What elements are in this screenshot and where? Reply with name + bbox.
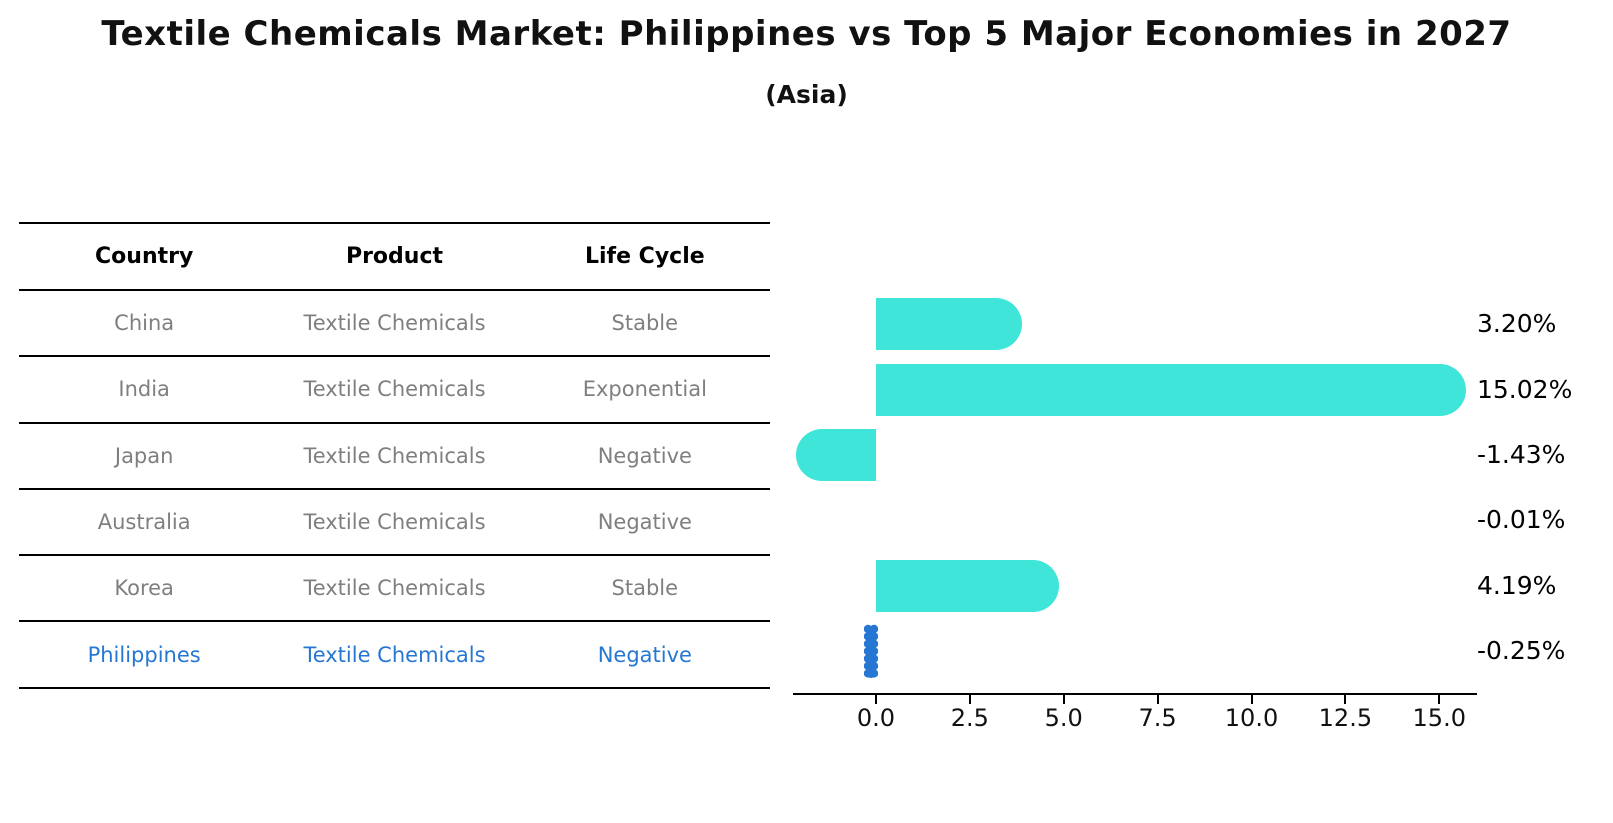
value-label-japan: -1.43% bbox=[1477, 440, 1566, 469]
chart-title: Textile Chemicals Market: Philippines vs… bbox=[101, 14, 1512, 54]
bar-china bbox=[876, 298, 1023, 350]
value-label-india: 15.02% bbox=[1477, 375, 1573, 404]
table-cell-life-cycle: Negative bbox=[597, 510, 692, 535]
table-row-japan: Japan Textile Chemicals Negative bbox=[19, 424, 770, 490]
table-cell-product: Textile Chemicals bbox=[303, 311, 486, 336]
table-cell-product: Textile Chemicals bbox=[303, 510, 486, 535]
table-cell-product: Textile Chemicals bbox=[303, 642, 486, 667]
table-cell-life-cycle: Stable bbox=[611, 576, 679, 601]
x-axis-tick bbox=[1250, 695, 1253, 704]
table-cell-life-cycle: Negative bbox=[597, 642, 692, 667]
table-cell-life-cycle: Exponential bbox=[582, 377, 707, 402]
x-axis-line bbox=[793, 693, 1477, 695]
table-header-lifecycle: Life Cycle bbox=[584, 244, 705, 269]
value-label-china: 3.20% bbox=[1477, 309, 1557, 338]
chart-subtitle: (Asia) bbox=[765, 80, 848, 109]
table-cell-country: China bbox=[114, 311, 175, 336]
x-axis-tick bbox=[875, 695, 877, 704]
table-cell-life-cycle: Stable bbox=[611, 311, 679, 336]
x-axis-tick-label: 5.0 bbox=[1044, 704, 1083, 732]
x-axis-tick-label: 12.5 bbox=[1318, 704, 1373, 732]
x-axis-tick-label: 15.0 bbox=[1412, 704, 1466, 732]
bar-japan bbox=[796, 429, 876, 481]
table-body: China Textile Chemicals Stable India Textile… bbox=[19, 291, 770, 689]
table-cell-country: Philippines bbox=[87, 642, 201, 667]
table-cell-product: Textile Chemicals bbox=[303, 443, 486, 468]
value-label-australia: -0.01% bbox=[1477, 505, 1566, 534]
bar-chart-plot-area: 0.0 2.5 5.0 7.5 10.0 12.5 15.0 bbox=[790, 280, 1530, 760]
x-axis-tick bbox=[1438, 695, 1441, 704]
table-row-india: India Textile Chemicals Exponential bbox=[19, 357, 770, 424]
table-header-product: Product bbox=[345, 244, 444, 269]
table-cell-country: Australia bbox=[97, 510, 191, 535]
country-table: Country Product Life Cycle China Textile … bbox=[19, 222, 770, 689]
x-axis-tick-label: 0.0 bbox=[856, 704, 896, 732]
value-label-korea: 4.19% bbox=[1477, 571, 1557, 600]
table-row-china: China Textile Chemicals Stable bbox=[19, 291, 770, 358]
x-axis-tick bbox=[1156, 695, 1159, 704]
bar-korea bbox=[876, 560, 1060, 612]
table-row-philippines: Philippines Textile Chemicals Negative bbox=[19, 622, 770, 689]
table-header-row: Country Product Life Cycle bbox=[19, 224, 770, 291]
value-label-philippines: -0.25% bbox=[1477, 636, 1566, 665]
bar-philippines-highlight bbox=[864, 624, 878, 678]
table-row-korea: Korea Textile Chemicals Stable bbox=[19, 556, 770, 623]
table-cell-country: Japan bbox=[114, 443, 174, 468]
table-header-country: Country bbox=[95, 244, 194, 269]
table-cell-country: Korea bbox=[114, 576, 174, 601]
x-axis-tick bbox=[1344, 695, 1347, 704]
table-cell-product: Textile Chemicals bbox=[303, 576, 486, 601]
x-axis-tick-label: 7.5 bbox=[1138, 704, 1177, 732]
x-axis-tick bbox=[1062, 695, 1065, 704]
table-cell-country: India bbox=[118, 377, 170, 402]
table-cell-product: Textile Chemicals bbox=[303, 377, 486, 402]
table-row-australia: Australia Textile Chemicals Negative bbox=[19, 490, 770, 557]
bar-india bbox=[876, 364, 1466, 416]
table-cell-life-cycle: Negative bbox=[597, 443, 692, 468]
x-axis-tick bbox=[968, 695, 971, 704]
x-axis-tick-label: 10.0 bbox=[1224, 704, 1279, 732]
x-axis-tick-label: 2.5 bbox=[950, 704, 989, 732]
